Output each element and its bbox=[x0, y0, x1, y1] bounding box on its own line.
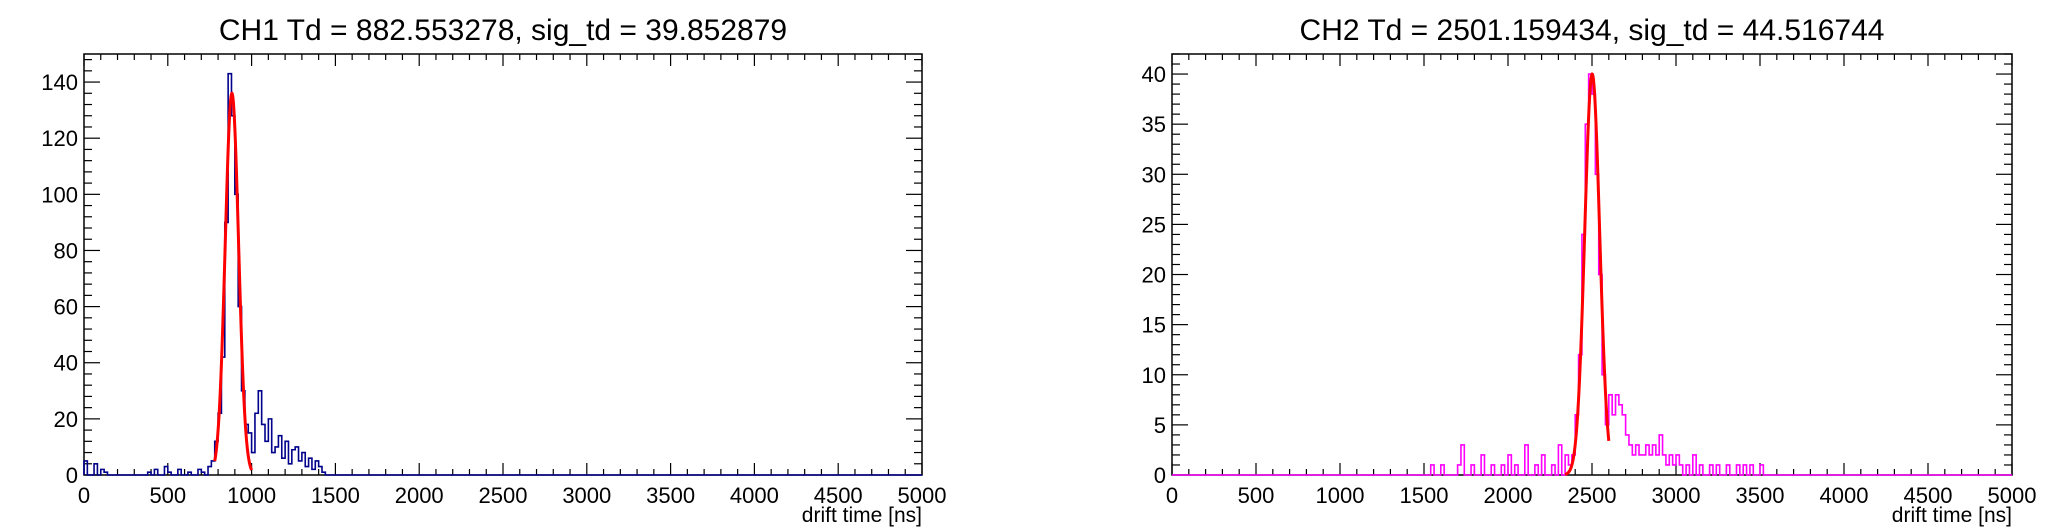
chart-title: CH1 Td = 882.553278, sig_td = 39.852879 bbox=[219, 14, 787, 47]
chart-title: CH2 Td = 2501.159434, sig_td = 44.516744 bbox=[1300, 14, 1885, 47]
y-tick-label: 10 bbox=[1142, 363, 1166, 388]
x-tick-label: 3000 bbox=[562, 483, 611, 508]
chart-panel-ch2: CH2 Td = 2501.159434, sig_td = 44.516744… bbox=[1142, 14, 2037, 527]
y-tick-label: 60 bbox=[54, 295, 78, 320]
y-tick-label: 0 bbox=[66, 463, 78, 488]
x-tick-label: 4500 bbox=[1904, 483, 1953, 508]
histogram-series bbox=[1172, 73, 2012, 476]
x-axis-label: drift time [ns] bbox=[1892, 504, 2012, 527]
x-tick-label: 3500 bbox=[1736, 483, 1785, 508]
y-tick-label: 20 bbox=[1142, 263, 1166, 288]
x-tick-label: 2500 bbox=[1568, 483, 1617, 508]
plot-frame bbox=[1171, 53, 2013, 476]
y-tick-label: 25 bbox=[1142, 212, 1166, 237]
plot-frame bbox=[83, 53, 923, 476]
x-tick-label: 1000 bbox=[227, 483, 276, 508]
x-tick-label: 0 bbox=[1166, 483, 1178, 508]
y-tick-label: 20 bbox=[54, 407, 78, 432]
histogram-series bbox=[83, 72, 922, 476]
gaussian-fit-curve bbox=[213, 91, 253, 471]
x-tick-label: 4000 bbox=[730, 483, 779, 508]
y-tick-label: 40 bbox=[1142, 62, 1166, 87]
x-tick-label: 4500 bbox=[814, 483, 863, 508]
y-tick-label: 80 bbox=[54, 238, 78, 263]
y-tick-label: 5 bbox=[1154, 413, 1166, 438]
gaussian-fit-curve bbox=[1564, 72, 1611, 476]
x-tick-label: 500 bbox=[1238, 483, 1275, 508]
x-tick-label: 2000 bbox=[1484, 483, 1533, 508]
chart-panel-ch1: CH1 Td = 882.553278, sig_td = 39.852879 … bbox=[41, 14, 946, 527]
x-tick-label: 1500 bbox=[1400, 483, 1449, 508]
x-tick-label: 500 bbox=[149, 483, 186, 508]
x-tick-label: 1000 bbox=[1316, 483, 1365, 508]
x-tick-label: 0 bbox=[78, 483, 90, 508]
y-tick-label: 0 bbox=[1154, 463, 1166, 488]
y-tick-label: 30 bbox=[1142, 162, 1166, 187]
x-tick-label: 4000 bbox=[1820, 483, 1869, 508]
x-tick-label: 2500 bbox=[479, 483, 528, 508]
y-tick-label: 120 bbox=[41, 126, 78, 151]
y-tick-label: 100 bbox=[41, 182, 78, 207]
y-tick-label: 15 bbox=[1142, 313, 1166, 338]
y-tick-label: 140 bbox=[41, 70, 78, 95]
x-tick-label: 2000 bbox=[395, 483, 444, 508]
y-tick-label: 40 bbox=[54, 351, 78, 376]
x-tick-label: 1500 bbox=[311, 483, 360, 508]
x-tick-label: 5000 bbox=[898, 483, 947, 508]
x-tick-label: 3000 bbox=[1652, 483, 1701, 508]
x-axis-label: drift time [ns] bbox=[802, 504, 922, 527]
y-tick-label: 35 bbox=[1142, 112, 1166, 137]
x-tick-label: 5000 bbox=[1988, 483, 2037, 508]
x-tick-label: 3500 bbox=[646, 483, 695, 508]
